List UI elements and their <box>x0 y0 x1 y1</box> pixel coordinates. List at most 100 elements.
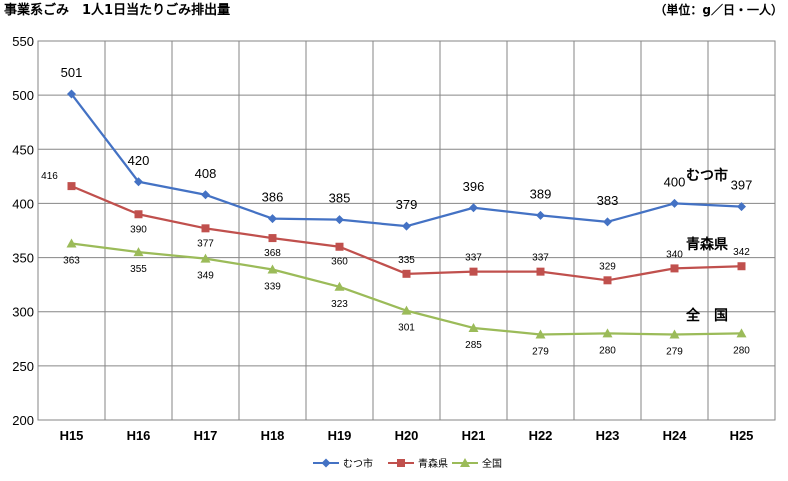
data-label-zenkoku: 280 <box>599 345 616 356</box>
data-labels: 501 420 408 386 385 379 396 389 383 400 397 416 390 3… <box>41 65 752 357</box>
annotation-aomori: 青森県 <box>686 236 728 253</box>
data-point-zenkoku <box>66 238 77 248</box>
data-label-mutsu: 385 <box>329 191 351 206</box>
legend: むつ市 青森県 全国 <box>313 457 502 470</box>
data-point-zenkoku <box>401 305 412 315</box>
data-label-aomori: 335 <box>398 255 415 266</box>
x-tick-label: H22 <box>529 428 553 443</box>
data-point-aomori <box>201 224 210 233</box>
y-tick-label: 400 <box>12 196 34 211</box>
data-point-zenkoku <box>334 281 345 291</box>
legend-marker-zenkoku <box>460 458 470 467</box>
data-point-aomori <box>670 264 679 273</box>
data-point-zenkoku <box>133 247 144 257</box>
x-tick-label: H17 <box>194 428 218 443</box>
gridlines <box>38 40 775 421</box>
data-label-aomori: 342 <box>733 247 750 258</box>
data-point-zenkoku <box>602 328 613 338</box>
data-label-mutsu: 420 <box>128 153 150 168</box>
data-label-mutsu: 386 <box>262 190 284 205</box>
annotation-zenkoku: 全 国 <box>685 307 728 324</box>
x-tick-label: H21 <box>462 428 486 443</box>
data-label-mutsu: 396 <box>463 179 485 194</box>
data-point-mutsu <box>536 210 545 220</box>
data-point-mutsu <box>737 202 746 212</box>
data-label-aomori: 337 <box>532 253 549 264</box>
chart-title: 事業系ごみ 1人1日当たりごみ排出量 <box>4 2 230 18</box>
legend-label-mutsu: むつ市 <box>343 457 373 470</box>
y-tick-label: 450 <box>12 142 34 157</box>
data-point-mutsu <box>469 203 478 213</box>
x-tick-label: H25 <box>730 428 754 443</box>
data-label-zenkoku: 363 <box>63 255 80 266</box>
y-tick-label: 350 <box>12 251 34 266</box>
data-point-aomori <box>603 276 612 285</box>
data-label-zenkoku: 339 <box>264 281 281 292</box>
data-label-mutsu: 501 <box>61 65 83 80</box>
data-point-zenkoku <box>267 264 278 274</box>
data-point-aomori <box>268 234 277 243</box>
series-group <box>66 89 747 339</box>
data-point-mutsu <box>402 221 411 231</box>
data-label-mutsu: 379 <box>396 197 418 212</box>
data-label-zenkoku: 280 <box>733 345 750 356</box>
data-point-aomori <box>67 182 76 191</box>
data-label-aomori: 340 <box>666 249 683 260</box>
data-point-mutsu <box>670 198 679 208</box>
legend-marker-mutsu <box>321 458 331 468</box>
data-point-zenkoku <box>535 329 546 339</box>
y-tick-label: 200 <box>12 413 34 428</box>
data-point-mutsu <box>201 190 210 200</box>
data-point-mutsu <box>67 89 76 99</box>
data-label-aomori: 377 <box>197 238 214 249</box>
x-axis-ticks: H15 H16 H17 H18 H19 H20 H21 H22 H23 H24 H25 <box>60 428 754 443</box>
data-label-mutsu: 389 <box>530 186 552 201</box>
y-tick-label: 500 <box>12 88 34 103</box>
data-label-aomori: 337 <box>465 253 482 264</box>
data-point-aomori <box>469 267 478 276</box>
data-point-mutsu <box>603 217 612 227</box>
data-point-zenkoku <box>200 253 211 263</box>
x-tick-label: H16 <box>127 428 151 443</box>
data-point-aomori <box>134 210 143 219</box>
data-label-mutsu: 397 <box>731 178 753 193</box>
plot-area <box>37 40 776 421</box>
data-label-mutsu: 408 <box>195 166 217 181</box>
x-tick-label: H23 <box>596 428 620 443</box>
y-tick-label: 250 <box>12 359 34 374</box>
legend-label-zenkoku: 全国 <box>482 457 502 470</box>
data-point-mutsu <box>268 214 277 224</box>
data-point-mutsu <box>335 215 344 225</box>
data-label-mutsu: 383 <box>597 193 619 208</box>
x-tick-label: H15 <box>60 428 84 443</box>
data-label-mutsu: 400 <box>664 174 686 189</box>
legend-marker-aomori <box>397 459 405 467</box>
data-label-aomori: 360 <box>331 257 348 268</box>
unit-label: （単位：g／日・一人） <box>654 2 783 17</box>
data-point-zenkoku <box>736 328 747 338</box>
data-label-zenkoku: 355 <box>130 264 147 275</box>
data-point-aomori <box>335 242 344 251</box>
data-label-zenkoku: 279 <box>666 346 683 357</box>
data-label-zenkoku: 323 <box>331 299 348 310</box>
data-label-aomori: 416 <box>41 171 58 182</box>
x-tick-label: H18 <box>261 428 285 443</box>
y-axis-ticks: 200 250 300 350 400 450 500 550 <box>12 34 34 428</box>
data-label-zenkoku: 301 <box>398 323 415 334</box>
data-point-aomori <box>402 269 411 278</box>
x-tick-label: H19 <box>328 428 352 443</box>
data-label-aomori: 329 <box>599 261 616 272</box>
data-point-aomori <box>737 262 746 271</box>
data-point-aomori <box>536 267 545 276</box>
data-label-zenkoku: 349 <box>197 271 214 282</box>
data-label-zenkoku: 279 <box>532 346 549 357</box>
x-tick-label: H20 <box>395 428 419 443</box>
x-tick-label: H24 <box>663 428 688 443</box>
annotation-mutsu: むつ市 <box>686 167 728 184</box>
y-tick-label: 550 <box>12 34 34 49</box>
data-point-mutsu <box>134 177 143 187</box>
data-label-zenkoku: 285 <box>465 340 482 351</box>
data-point-zenkoku <box>468 322 479 332</box>
legend-label-aomori: 青森県 <box>418 457 448 470</box>
